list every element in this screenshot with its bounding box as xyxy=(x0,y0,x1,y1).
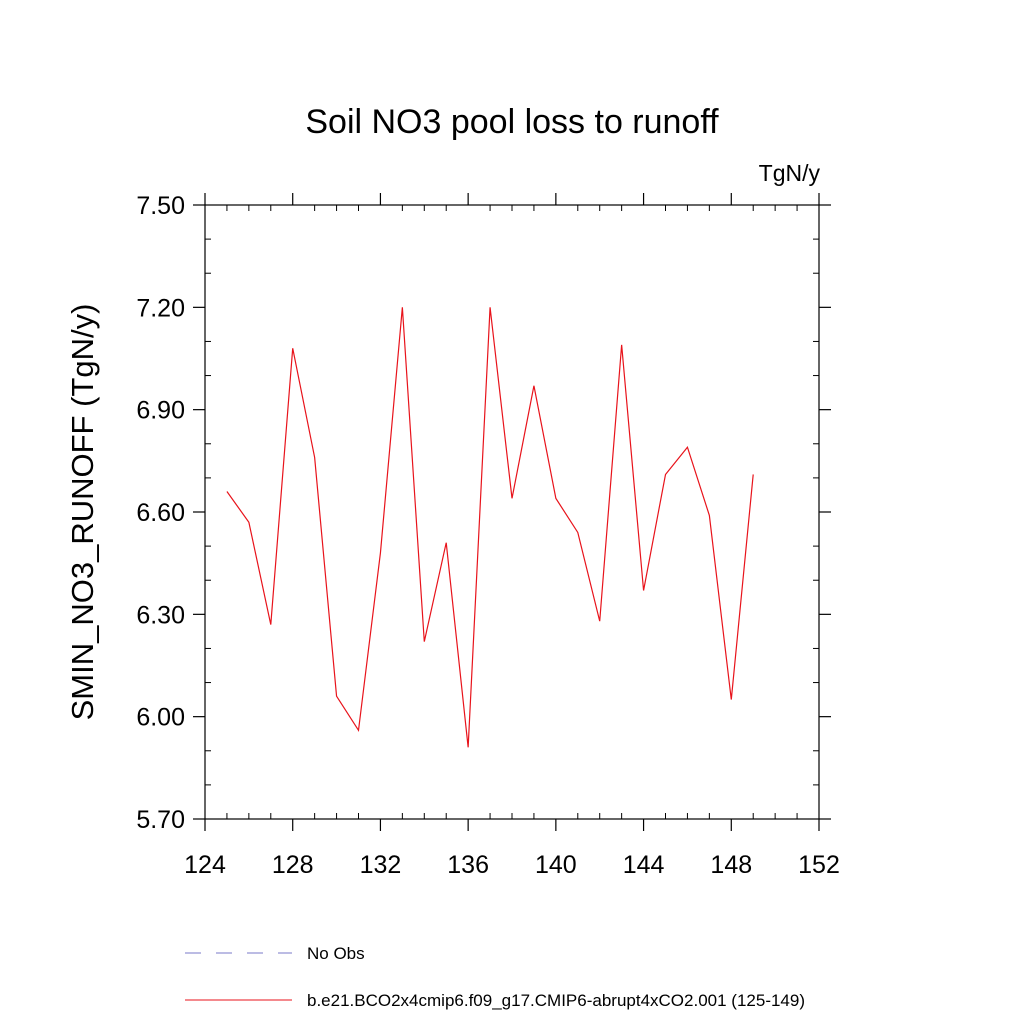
units-label: TgN/y xyxy=(759,160,821,186)
x-tick-label: 124 xyxy=(184,851,226,879)
y-tick-label: 6.60 xyxy=(136,499,185,527)
tick-labels: 124 128 132 136 140 144 148 152 5.70 6.00 6.30 6.60… xyxy=(136,192,840,879)
y-tick-label: 7.50 xyxy=(136,192,185,220)
x-tick-label: 140 xyxy=(535,851,577,879)
series-layer xyxy=(226,307,754,748)
x-tick-label: 144 xyxy=(623,851,665,879)
y-tick-label: 5.70 xyxy=(136,806,185,834)
plot-frame xyxy=(204,204,820,820)
y-tick-label: 6.00 xyxy=(136,704,185,732)
x-tick-label: 132 xyxy=(360,851,402,879)
y-tick-label: 6.90 xyxy=(136,397,185,425)
axis-ticks xyxy=(193,193,831,831)
series-line xyxy=(226,307,754,748)
x-tick-label: 152 xyxy=(798,851,840,879)
legend-label-model-run: b.e21.BCO2x4cmip6.f09_g17.CMIP6-abrupt4x… xyxy=(307,991,805,1010)
legend: No Obs b.e21.BCO2x4cmip6.f09_g17.CMIP6-a… xyxy=(185,944,805,1010)
x-tick-label: 148 xyxy=(710,851,752,879)
y-tick-label: 6.30 xyxy=(136,601,185,629)
x-tick-label: 136 xyxy=(447,851,489,879)
y-tick-label: 7.20 xyxy=(136,294,185,322)
y-axis-label: SMIN_NO3_RUNOFF (TgN/y) xyxy=(65,304,100,721)
chart-title: Soil NO3 pool loss to runoff xyxy=(305,103,719,141)
x-tick-label: 128 xyxy=(272,851,314,879)
legend-label-no-obs: No Obs xyxy=(307,944,365,963)
